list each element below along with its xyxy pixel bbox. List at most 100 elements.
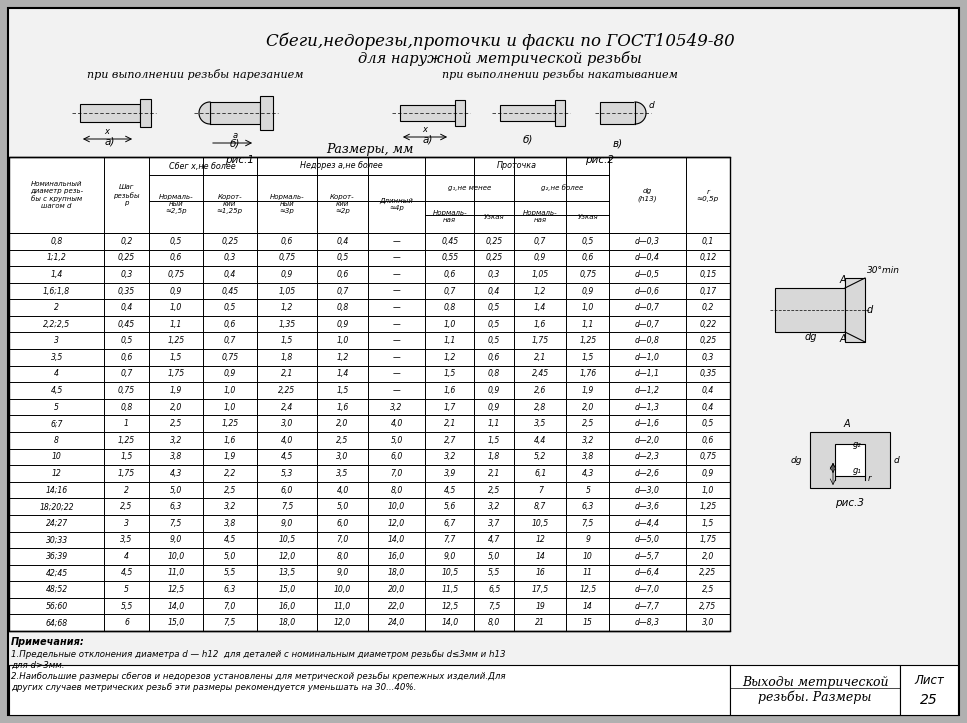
Text: 0,2: 0,2 — [702, 303, 714, 312]
Text: 4: 4 — [124, 552, 129, 561]
Text: 0,7: 0,7 — [444, 286, 455, 296]
Text: 0,45: 0,45 — [441, 237, 458, 246]
Text: 10,5: 10,5 — [278, 535, 296, 544]
Text: 2: 2 — [124, 486, 129, 495]
Text: —: — — [393, 320, 400, 329]
Text: 2,45: 2,45 — [532, 369, 549, 378]
Text: 5: 5 — [54, 403, 59, 411]
Text: 1,1: 1,1 — [488, 419, 500, 428]
Text: 0,75: 0,75 — [221, 353, 238, 362]
Text: 6,3: 6,3 — [169, 502, 182, 511]
Text: 2,7: 2,7 — [444, 436, 455, 445]
Text: 1,5: 1,5 — [280, 336, 293, 346]
Text: 0,25: 0,25 — [699, 336, 717, 346]
Text: d—8,3: d—8,3 — [635, 618, 659, 628]
Text: 30;33: 30;33 — [45, 535, 68, 544]
Text: —: — — [393, 303, 400, 312]
Text: Длинный
≈4p: Длинный ≈4p — [380, 197, 413, 210]
Text: 2,5: 2,5 — [488, 486, 500, 495]
Text: a: a — [232, 131, 238, 140]
Text: 2,6: 2,6 — [534, 386, 546, 395]
Text: 56;60: 56;60 — [45, 602, 68, 611]
Text: 0,7: 0,7 — [534, 237, 546, 246]
Text: 1,5: 1,5 — [444, 369, 455, 378]
Text: 0,5: 0,5 — [169, 237, 182, 246]
Text: d—2,6: d—2,6 — [635, 469, 659, 478]
Text: Корот-
кий
≈2p: Корот- кий ≈2p — [330, 194, 355, 214]
Text: б): б) — [522, 135, 533, 145]
Text: g₂: g₂ — [853, 440, 862, 449]
Text: б): б) — [230, 138, 240, 148]
Text: 24;27: 24;27 — [45, 518, 68, 528]
Text: 2,25: 2,25 — [278, 386, 296, 395]
Text: Примечания:: Примечания: — [11, 637, 85, 647]
Text: 5: 5 — [124, 585, 129, 594]
Text: 5,0: 5,0 — [337, 502, 349, 511]
Text: 0,5: 0,5 — [121, 336, 132, 346]
Text: 4,5: 4,5 — [50, 386, 63, 395]
Text: 3,2: 3,2 — [488, 502, 500, 511]
Text: 1,25: 1,25 — [118, 436, 135, 445]
Text: 0,75: 0,75 — [167, 270, 185, 279]
Text: —: — — [393, 237, 400, 246]
Text: 2,1: 2,1 — [534, 353, 546, 362]
Text: 1,4: 1,4 — [534, 303, 546, 312]
Text: 0,4: 0,4 — [121, 303, 132, 312]
Text: 0,25: 0,25 — [485, 237, 503, 246]
Text: d—0,4: d—0,4 — [635, 253, 659, 262]
Text: 0,9: 0,9 — [337, 320, 349, 329]
Text: 15: 15 — [583, 618, 593, 628]
Text: A: A — [840, 275, 847, 285]
Text: 8: 8 — [54, 436, 59, 445]
Text: 0,5: 0,5 — [488, 336, 500, 346]
Text: 0,8: 0,8 — [121, 403, 132, 411]
Text: 1,8: 1,8 — [280, 353, 293, 362]
Bar — [260, 96, 274, 130]
Bar — [140, 99, 151, 127]
Text: 2,0: 2,0 — [702, 552, 714, 561]
Text: 0,35: 0,35 — [118, 286, 135, 296]
Text: 10,0: 10,0 — [388, 502, 405, 511]
Text: d—2,0: d—2,0 — [635, 436, 659, 445]
Text: 1,75: 1,75 — [532, 336, 549, 346]
Text: 2,1: 2,1 — [280, 369, 293, 378]
Text: 1,9: 1,9 — [582, 386, 594, 395]
Bar — [210, 102, 260, 124]
Text: 16: 16 — [536, 568, 545, 578]
Text: других случаев метрических резьб эти размеры рекомендуется уменьшать на 30...40%: других случаев метрических резьб эти раз… — [11, 683, 417, 692]
Text: 5,0: 5,0 — [223, 552, 236, 561]
Text: 0,6: 0,6 — [444, 270, 455, 279]
Text: A: A — [840, 334, 847, 344]
Text: 1,5: 1,5 — [488, 436, 500, 445]
Text: 1,6: 1,6 — [444, 386, 455, 395]
Text: 0,5: 0,5 — [488, 320, 500, 329]
Text: 0,75: 0,75 — [579, 270, 597, 279]
Text: 1,2: 1,2 — [280, 303, 293, 312]
Text: 2,5: 2,5 — [223, 486, 236, 495]
Text: 0,2: 0,2 — [121, 237, 132, 246]
Text: 6;7: 6;7 — [50, 419, 63, 428]
Text: dg
(h13): dg (h13) — [637, 188, 658, 202]
Bar — [555, 100, 565, 126]
Text: 0,5: 0,5 — [582, 237, 594, 246]
Text: Нормаль-
ная: Нормаль- ная — [432, 210, 467, 223]
Text: 12: 12 — [52, 469, 62, 478]
Text: 0,5: 0,5 — [488, 303, 500, 312]
Text: d—3,6: d—3,6 — [635, 502, 659, 511]
Text: 0,9: 0,9 — [534, 253, 546, 262]
Text: 1,9: 1,9 — [223, 453, 236, 461]
Text: 12,0: 12,0 — [388, 518, 405, 528]
Text: 1,2: 1,2 — [337, 353, 349, 362]
Text: 2,25: 2,25 — [699, 568, 717, 578]
Text: 3,8: 3,8 — [169, 453, 182, 461]
Text: 1,0: 1,0 — [337, 336, 349, 346]
Text: d—1,3: d—1,3 — [635, 403, 659, 411]
Text: 3,2: 3,2 — [223, 502, 236, 511]
Text: 1,8: 1,8 — [488, 453, 500, 461]
Text: 10,5: 10,5 — [532, 518, 549, 528]
Text: 0,45: 0,45 — [221, 286, 238, 296]
Text: 0,4: 0,4 — [223, 270, 236, 279]
Bar — [600, 102, 635, 124]
Text: 24,0: 24,0 — [388, 618, 405, 628]
Text: 1,1: 1,1 — [169, 320, 182, 329]
